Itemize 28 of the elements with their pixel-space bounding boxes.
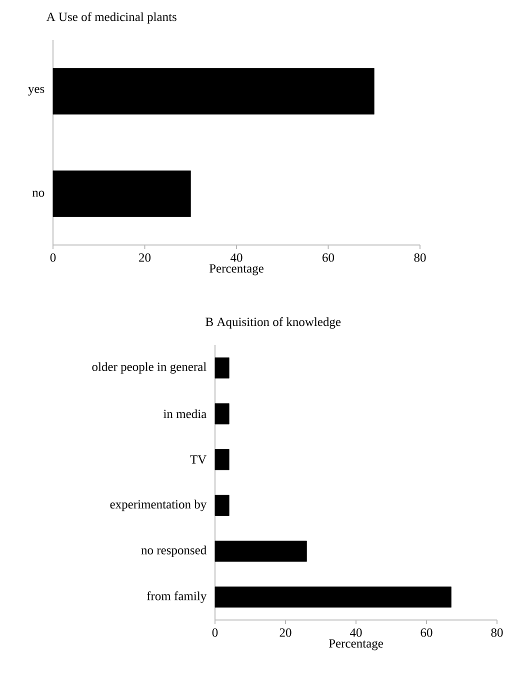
x-tick-label: 80 [414, 253, 426, 262]
x-tick-label: 80 [491, 628, 503, 637]
x-tick-label: 0 [50, 253, 56, 262]
bar [214, 494, 230, 516]
bar [214, 357, 230, 378]
bar [214, 540, 307, 562]
x-tick-label: 20 [280, 628, 292, 637]
y-tick-label: in media [164, 409, 206, 418]
x-tick-label: 0 [212, 628, 218, 637]
x-axis-title: Percentage [328, 639, 383, 650]
y-tick-label: no [32, 190, 44, 197]
x-axis-title: Percentage [209, 264, 264, 276]
chart-title: A Use of medicinal plants [46, 12, 176, 24]
x-tick-label: 60 [322, 253, 334, 262]
x-tick-label: 60 [420, 628, 432, 637]
chart-title: B Aquisition of knowledge [206, 317, 341, 329]
y-tick-label: no responsed [141, 546, 206, 557]
y-tick-label: yes [28, 86, 44, 96]
y-tick-label: TV [190, 455, 206, 464]
y-tick-label: older people in general [92, 362, 206, 374]
y-tick-label: experimentation by [110, 500, 207, 512]
bar [214, 449, 230, 470]
x-tick-label: 20 [139, 253, 151, 262]
bar [214, 586, 452, 608]
bar [214, 403, 230, 424]
x-tick-label: 40 [350, 628, 362, 637]
x-tick-label: 40 [230, 253, 242, 262]
y-tick-label: from family [146, 591, 207, 603]
